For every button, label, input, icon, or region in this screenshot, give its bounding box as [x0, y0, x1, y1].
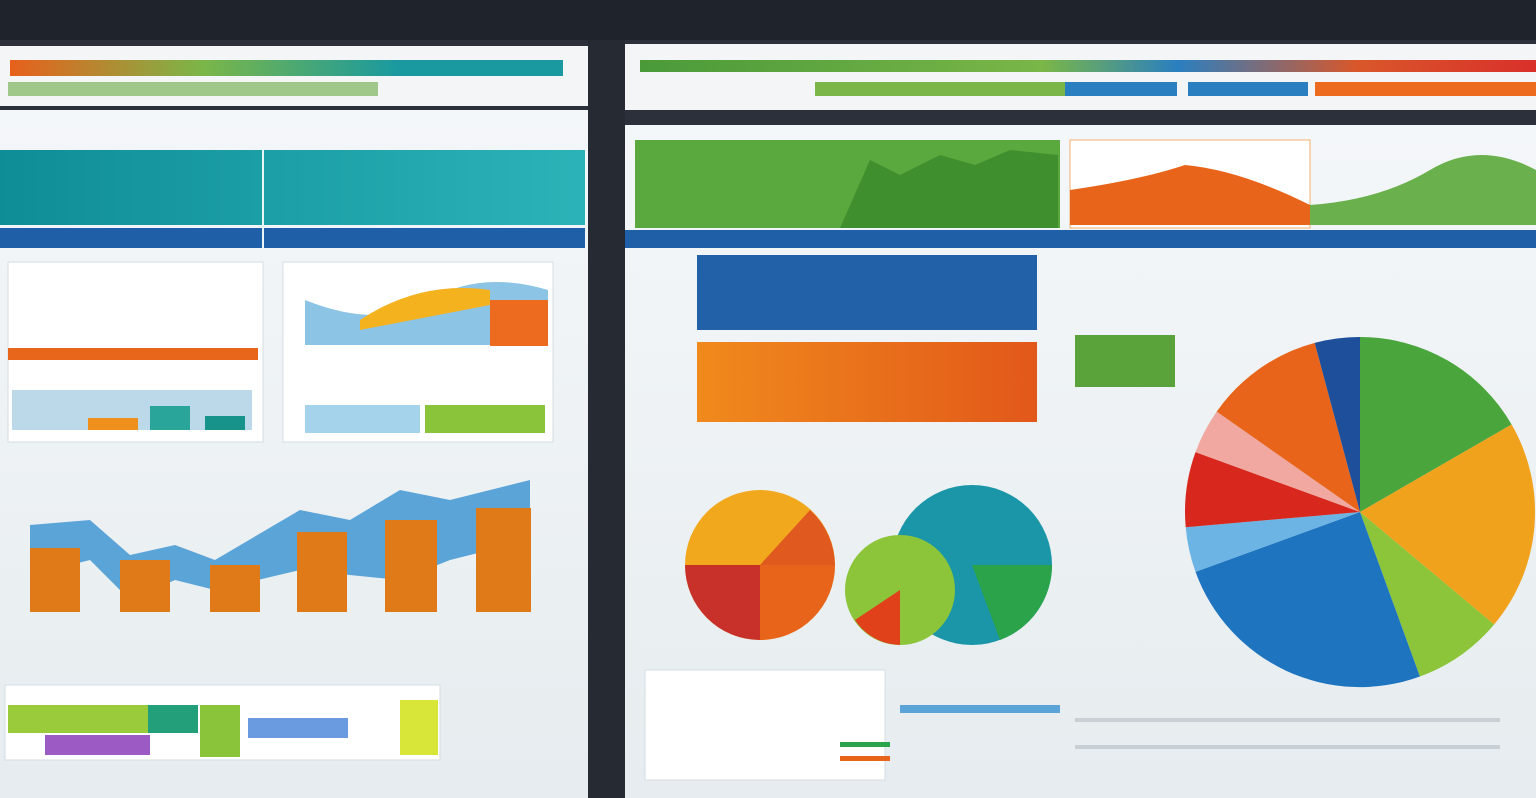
slice: [972, 565, 1052, 640]
strip: [900, 705, 1060, 713]
area: [1070, 165, 1310, 225]
block: [305, 405, 420, 433]
slice: [760, 565, 835, 640]
bar: [476, 508, 531, 612]
block: [8, 705, 148, 733]
header-chip: [815, 82, 1065, 96]
bar: [30, 548, 80, 612]
mini-bar: [150, 406, 190, 430]
green-chip: [1075, 335, 1175, 387]
slice: [1360, 512, 1495, 677]
slice: [855, 590, 900, 645]
right-header: [625, 44, 1536, 110]
bar: [120, 560, 170, 612]
top-shade: [0, 0, 1536, 40]
orange-card: [697, 342, 1037, 422]
slice: [1185, 452, 1360, 528]
header-chip: [1315, 82, 1536, 96]
area: [1310, 155, 1536, 225]
slice: [1216, 342, 1360, 512]
left-header-bar: [10, 60, 563, 76]
header-chip: [1188, 82, 1308, 96]
block: [490, 300, 548, 346]
right-blue-strip: [625, 230, 1536, 248]
slice: [1314, 336, 1360, 512]
block: [400, 700, 438, 755]
left-teal-banner: [0, 150, 585, 225]
slice: [1185, 512, 1360, 572]
slice: [1360, 337, 1512, 512]
block: [248, 718, 348, 738]
slice: [760, 510, 835, 565]
block: [148, 705, 198, 733]
legend-swatch: [840, 756, 890, 761]
mini-bar: [205, 416, 245, 430]
slice: [685, 565, 760, 640]
rule: [1075, 718, 1500, 722]
header-chip: [1065, 82, 1177, 96]
blue-card: [697, 255, 1037, 330]
slice: [1195, 411, 1360, 512]
mini-bar: [88, 418, 138, 430]
bar: [210, 565, 260, 612]
right-header-bar: [640, 60, 1536, 72]
bottom-card: [644, 669, 886, 781]
bar: [385, 520, 437, 612]
legend-swatch: [840, 742, 890, 747]
block: [425, 405, 545, 433]
rule: [1075, 745, 1500, 749]
bar: [297, 532, 347, 612]
area: [840, 150, 1058, 228]
left-header-bar-2: [8, 82, 378, 96]
slice: [1195, 512, 1420, 688]
block: [45, 735, 150, 755]
slice: [1360, 424, 1536, 625]
bezel: [588, 40, 625, 798]
big-pie: [1185, 336, 1536, 688]
left-blue-strip: [0, 228, 585, 248]
block: [200, 705, 240, 757]
orange-strip: [8, 348, 258, 360]
area: [360, 288, 490, 330]
